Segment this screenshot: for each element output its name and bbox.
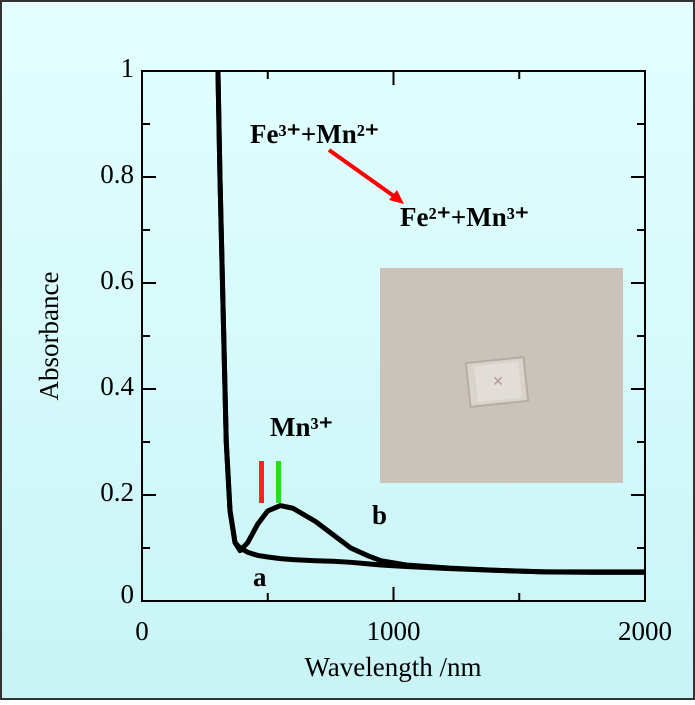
y-tick-label: 0 [121, 579, 135, 609]
y-tick-label: 0.8 [100, 159, 134, 189]
curve-label: b [372, 500, 387, 530]
y-axis-title: Absorbance [34, 272, 64, 401]
annotation: Mn³⁺ [270, 412, 333, 442]
annotation: Fe³⁺+Mn²⁺ [250, 119, 379, 149]
x-axis-title: Wavelength /nm [304, 652, 481, 682]
y-tick-label: 0.2 [100, 477, 134, 507]
photo-inset: ✕ [380, 268, 623, 483]
y-tick-label: 0.4 [100, 371, 134, 401]
svg-text:✕: ✕ [492, 375, 504, 390]
y-tick-label: 0.6 [100, 265, 134, 295]
marker-green [276, 461, 281, 503]
y-tick-label: 1 [121, 53, 135, 83]
arrow [327, 148, 400, 201]
arrow-head [389, 190, 404, 204]
x-tick-label: 0 [135, 616, 149, 646]
marker-red [259, 461, 264, 503]
x-tick-label: 1000 [367, 616, 421, 646]
annotation: Fe²⁺+Mn³⁺ [400, 202, 529, 232]
curve-label: a [253, 562, 267, 592]
line-series [215, 71, 645, 575]
x-tick-label: 2000 [618, 616, 672, 646]
